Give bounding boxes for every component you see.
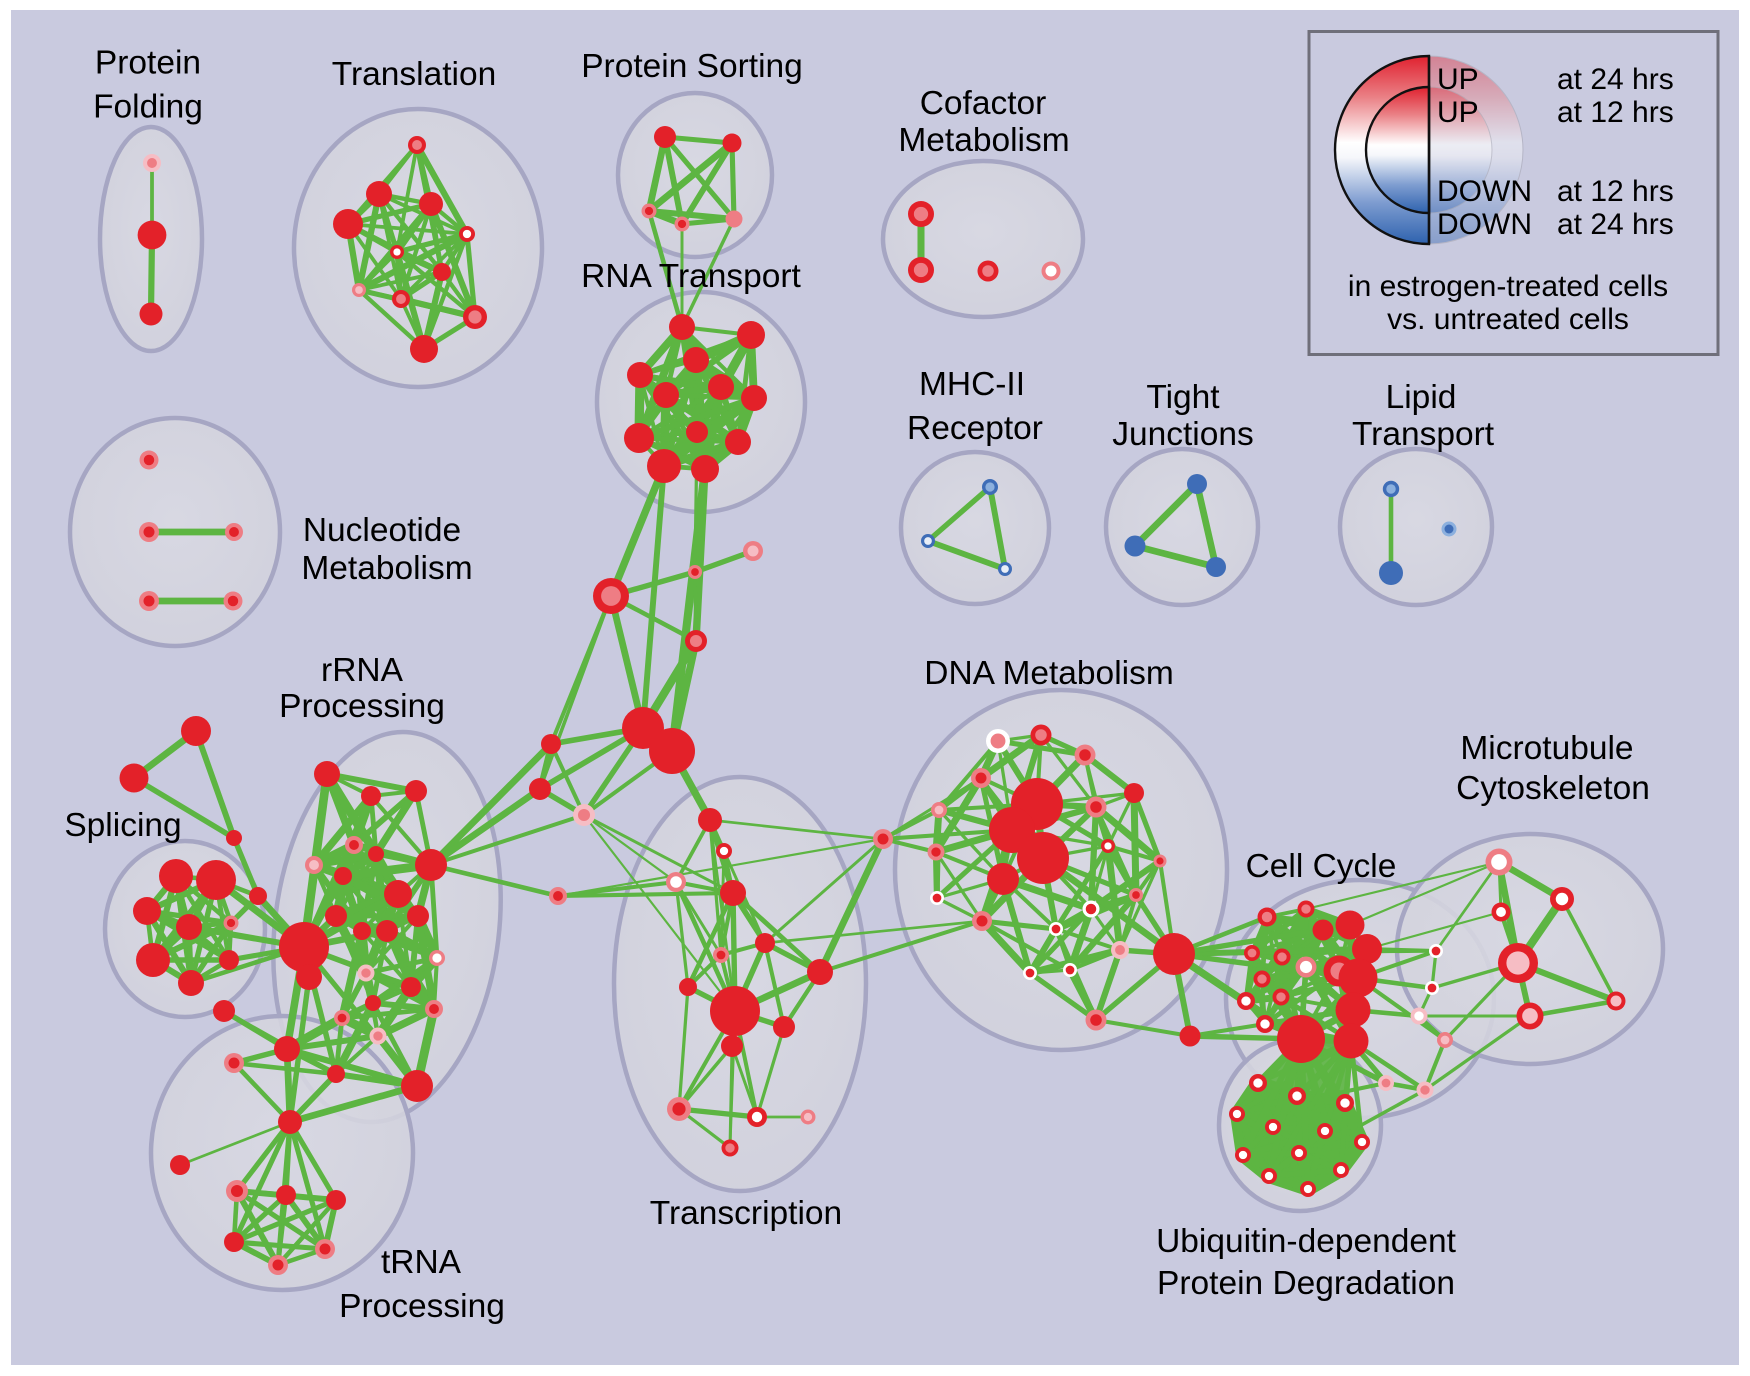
- svg-text:UP: UP: [1437, 96, 1479, 129]
- svg-text:Metabolism: Metabolism: [898, 122, 1069, 159]
- svg-text:at 24 hrs: at 24 hrs: [1557, 63, 1674, 96]
- svg-text:in estrogen-treated cells: in estrogen-treated cells: [1348, 270, 1668, 303]
- svg-text:UP: UP: [1437, 63, 1479, 96]
- svg-text:at 12 hrs: at 12 hrs: [1557, 175, 1674, 208]
- svg-text:DOWN: DOWN: [1437, 208, 1532, 241]
- svg-text:Junctions: Junctions: [1112, 416, 1254, 453]
- svg-text:Transcription: Transcription: [650, 1195, 842, 1232]
- svg-text:Ubiquitin-dependent: Ubiquitin-dependent: [1156, 1223, 1457, 1260]
- svg-text:DOWN: DOWN: [1437, 175, 1532, 208]
- svg-text:Cell Cycle: Cell Cycle: [1246, 848, 1397, 885]
- svg-text:Lipid: Lipid: [1386, 379, 1457, 416]
- svg-text:Protein Degradation: Protein Degradation: [1157, 1265, 1455, 1302]
- svg-text:Transport: Transport: [1352, 416, 1495, 453]
- svg-text:Receptor: Receptor: [907, 410, 1043, 447]
- svg-text:Cytoskeleton: Cytoskeleton: [1456, 770, 1650, 807]
- svg-text:Splicing: Splicing: [64, 807, 181, 844]
- svg-text:DNA Metabolism: DNA Metabolism: [924, 655, 1173, 692]
- svg-text:Nucleotide: Nucleotide: [303, 512, 461, 549]
- svg-text:at 24 hrs: at 24 hrs: [1557, 208, 1674, 241]
- svg-text:rRNA: rRNA: [321, 652, 404, 689]
- svg-text:Protein: Protein: [95, 45, 201, 82]
- svg-text:Cofactor: Cofactor: [920, 85, 1047, 122]
- svg-text:Protein Sorting: Protein Sorting: [581, 48, 803, 85]
- svg-text:Processing: Processing: [279, 688, 445, 725]
- svg-text:Metabolism: Metabolism: [301, 550, 472, 587]
- svg-text:Translation: Translation: [332, 56, 496, 93]
- svg-text:MHC-II: MHC-II: [919, 366, 1025, 403]
- svg-text:at 12 hrs: at 12 hrs: [1557, 96, 1674, 129]
- svg-text:Folding: Folding: [93, 89, 203, 126]
- svg-text:RNA Transport: RNA Transport: [581, 258, 801, 295]
- svg-text:vs. untreated cells: vs. untreated cells: [1387, 303, 1629, 336]
- svg-text:tRNA: tRNA: [381, 1244, 462, 1281]
- svg-text:Tight: Tight: [1146, 379, 1220, 416]
- svg-text:Microtubule: Microtubule: [1460, 730, 1633, 767]
- svg-text:Processing: Processing: [339, 1288, 505, 1325]
